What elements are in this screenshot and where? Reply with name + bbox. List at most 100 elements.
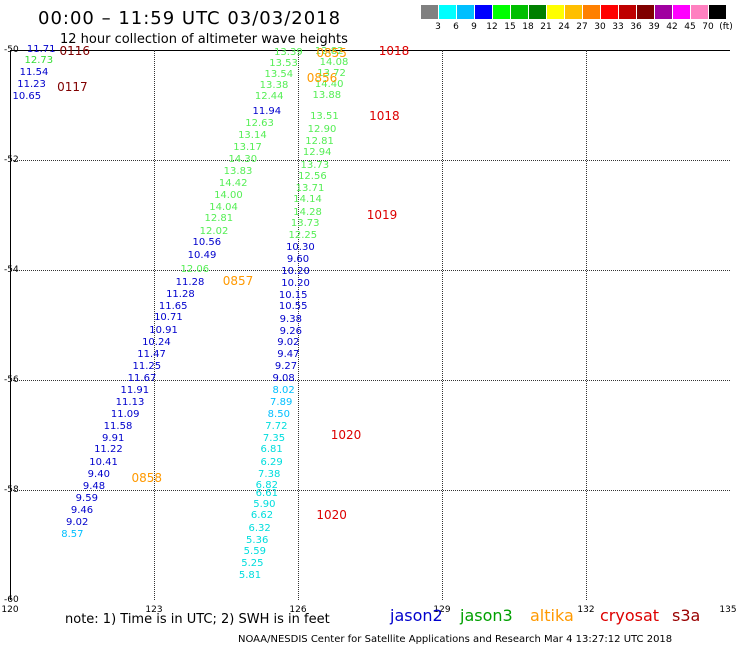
swh-value: 9.48 (82, 481, 106, 493)
color-swatch (421, 5, 438, 19)
y-tick-label: -54 (4, 265, 19, 275)
swh-value: 6.29 (260, 456, 283, 468)
grid-line-lat (10, 380, 730, 381)
satellite-legend-altika: altika (530, 606, 574, 625)
color-scale-label: (ft) (719, 22, 733, 32)
chart-subtitle: 12 hour collection of altimeter wave hei… (60, 32, 348, 47)
chart-title: 00:00 – 11:59 UTC 03/03/2018 (38, 8, 342, 29)
swh-value: 9.27 (274, 361, 298, 373)
y-tick-label: -50 (4, 45, 19, 55)
y-tick-label: -60 (4, 595, 19, 605)
color-swatch (673, 5, 690, 19)
swh-value: 13.54 (264, 68, 294, 80)
grid-line-lon (442, 50, 443, 600)
swh-value: 10.30 (286, 242, 315, 253)
pass-time-label: 0855 (316, 45, 347, 60)
swh-value: 12.06 (180, 264, 210, 275)
swh-value: 14.00 (214, 189, 243, 201)
swh-value: 12.02 (199, 225, 229, 237)
color-scale-label: 33 (612, 22, 624, 32)
swh-value: 10.15 (278, 289, 308, 301)
swh-value: 12.63 (245, 118, 274, 130)
color-swatch (691, 5, 708, 19)
swh-value: 9.26 (279, 325, 302, 337)
swh-value: 11.28 (166, 288, 195, 300)
color-swatch (637, 5, 654, 19)
satellite-legend-jason2: jason2 (390, 606, 443, 625)
color-swatch (547, 5, 564, 19)
swh-value: 12.81 (305, 135, 334, 147)
swh-value: 13.71 (295, 183, 325, 195)
satellite-legend-jason3: jason3 (460, 606, 513, 625)
swh-value: 10.24 (142, 337, 171, 349)
color-swatch (439, 5, 456, 19)
swh-value: 12.82 (314, 45, 344, 57)
swh-value: 13.53 (269, 57, 298, 69)
swh-value: 12.44 (254, 90, 284, 102)
color-scale-label: 45 (684, 22, 696, 32)
swh-value: 12.90 (307, 123, 337, 135)
pass-time-label: 1020 (330, 428, 362, 442)
swh-value: 10.71 (154, 312, 183, 324)
swh-value: 9.02 (66, 517, 89, 528)
swh-value: 6.82 (255, 480, 278, 492)
swh-value: 9.08 (272, 372, 295, 384)
swh-value: 5.59 (243, 546, 266, 558)
swh-value: 11.23 (17, 78, 46, 90)
pass-time-label: 1020 (316, 507, 347, 522)
swh-value: 11.91 (120, 385, 150, 396)
swh-value: 14.42 (218, 177, 248, 189)
swh-value: 10.20 (281, 277, 310, 289)
swh-value: 7.72 (265, 420, 288, 432)
x-tick-label: 135 (719, 605, 737, 615)
pass-time-label: 0856 (306, 70, 338, 85)
y-tick-label: -52 (4, 155, 19, 165)
swh-value: 9.02 (277, 337, 300, 349)
swh-value: 9.91 (102, 432, 125, 444)
color-swatch (529, 5, 546, 19)
x-tick-label: 132 (577, 605, 595, 615)
color-scale-label: 9 (471, 22, 477, 32)
color-swatch (583, 5, 600, 19)
x-tick-label: 123 (145, 605, 163, 615)
swh-value: 12.94 (302, 147, 332, 159)
color-swatch (619, 5, 636, 19)
swh-value: 12.81 (204, 213, 234, 225)
swh-value: 11.28 (175, 276, 205, 288)
color-swatch (493, 5, 510, 19)
swh-value: 13.14 (238, 130, 267, 142)
swh-value: 14.14 (293, 194, 322, 206)
y-tick-label: -56 (4, 375, 19, 385)
color-scale-label: 12 (486, 22, 498, 32)
color-swatch (655, 5, 672, 19)
swh-value: 8.50 (267, 408, 290, 420)
swh-value: 9.38 (279, 313, 302, 325)
plot-area (10, 50, 730, 600)
swh-value: 14.08 (319, 56, 349, 68)
color-scale-label: 36 (630, 22, 642, 32)
color-scale-label: 15 (504, 22, 516, 32)
pass-time-label: 1019 (366, 208, 398, 222)
color-scale-label: 39 (648, 22, 660, 32)
color-scale-label: 70 (702, 22, 714, 32)
grid-line-lat (10, 270, 730, 271)
swh-value: 11.47 (137, 349, 166, 361)
swh-value: 10.56 (192, 236, 222, 248)
swh-value: 7.89 (270, 397, 293, 409)
grid-line-lon (154, 50, 155, 600)
swh-value: 11.13 (115, 397, 145, 409)
swh-value: 12.56 (298, 170, 327, 182)
footnote: note: 1) Time is in UTC; 2) SWH is in fe… (65, 612, 330, 627)
swh-value: 12.73 (24, 55, 54, 66)
grid-line-lat (10, 490, 730, 491)
swh-value: 11.58 (103, 420, 133, 432)
grid-line-lon (586, 50, 587, 600)
swh-value: 13.83 (223, 166, 253, 178)
x-tick-label: 120 (1, 605, 19, 615)
grid-line-lon (298, 50, 299, 600)
credit-line: NOAA/NESDIS Center for Satellite Applica… (238, 634, 673, 645)
swh-value: 10.49 (187, 250, 217, 262)
pass-time-label: 1018 (369, 109, 400, 123)
swh-value: 14.40 (314, 78, 344, 90)
color-swatch (709, 5, 726, 19)
